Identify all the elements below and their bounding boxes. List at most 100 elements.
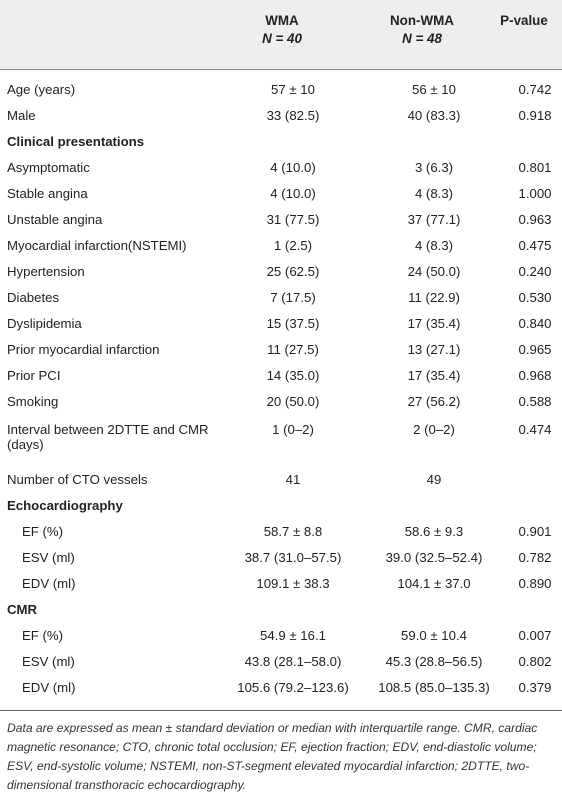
p-value: 0.918 [518, 107, 552, 123]
table-row: EDV (ml) 109.1 ± 38.3 104.1 ± 37.0 0.890 [0, 570, 562, 596]
row-label: Prior myocardial infarction [7, 341, 160, 357]
row-label: EDV (ml) [22, 679, 76, 695]
row-label: Hypertension [7, 263, 85, 279]
table-row: Interval between 2DTTE and CMR 1 (0–2) 2 (… [0, 414, 562, 437]
nonwma-value: 17 (35.4) [407, 367, 461, 383]
col-header-pvalue: P-value [500, 13, 548, 28]
table-row: Prior myocardial infarction 11 (27.5) 13 (… [0, 336, 562, 362]
nonwma-value [362, 437, 502, 466]
nonwma-value: 40 (83.3) [407, 107, 461, 123]
col-header-nonwma-n: N = 48 [402, 31, 442, 46]
table-row: EF (%) 58.7 ± 8.8 58.6 ± 9.3 0.901 [0, 518, 562, 544]
row-label: Unstable angina [7, 211, 103, 227]
nonwma-value: 45.3 (28.8–56.5) [385, 653, 483, 669]
wma-value: 15 (37.5) [266, 315, 320, 331]
nonwma-value: 108.5 (85.0–135.3) [378, 679, 490, 695]
row-label: EF (%) [22, 523, 64, 539]
p-value: 1.000 [518, 185, 552, 201]
table-row: EF (%) 54.9 ± 16.1 59.0 ± 10.4 0.007 [0, 622, 562, 648]
nonwma-value: 2 (0–2) [413, 422, 455, 437]
p-value [502, 596, 562, 622]
wma-value: 14 (35.0) [266, 367, 320, 383]
nonwma-value: 4 (8.3) [414, 237, 454, 253]
wma-value: 38.7 (31.0–57.5) [244, 549, 342, 565]
row-label: ESV (ml) [22, 653, 75, 669]
col-header-wma-title: WMA [265, 13, 299, 28]
wma-value: 58.7 ± 8.8 [263, 523, 323, 539]
row-label: Male [7, 107, 36, 123]
p-value: 0.963 [518, 211, 552, 227]
row-label: CMR [7, 601, 38, 617]
nonwma-value: 17 (35.4) [407, 315, 461, 331]
table-row: (days) [0, 437, 562, 466]
table-row: Prior PCI 14 (35.0) 17 (35.4) 0.968 [0, 362, 562, 388]
p-value: 0.802 [518, 653, 552, 669]
nonwma-value: 4 (8.3) [414, 185, 454, 201]
wma-value: 1 (2.5) [273, 237, 313, 253]
nonwma-value: 13 (27.1) [407, 341, 461, 357]
table-row: Stable angina 4 (10.0) 4 (8.3) 1.000 [0, 180, 562, 206]
nonwma-value: 104.1 ± 37.0 [397, 575, 471, 591]
wma-value: 1 (0–2) [272, 422, 314, 437]
nonwma-value: 11 (22.9) [408, 289, 460, 305]
row-label: Clinical presentations [7, 133, 145, 149]
row-label: Prior PCI [7, 367, 61, 383]
row-label: Stable angina [7, 185, 88, 201]
p-value: 0.801 [518, 159, 552, 175]
row-label: Number of CTO vessels [7, 471, 148, 487]
wma-value: 105.6 (79.2–123.6) [237, 679, 349, 695]
wma-value: 11 (27.5) [267, 341, 319, 357]
p-value: 0.968 [518, 367, 552, 383]
nonwma-value: 3 (6.3) [414, 159, 454, 175]
table-row: Unstable angina 31 (77.5) 37 (77.1) 0.963 [0, 206, 562, 232]
table-row: Number of CTO vessels 41 49 [0, 466, 562, 492]
nonwma-value: 39.0 (32.5–52.4) [385, 549, 483, 565]
p-value: 0.742 [518, 81, 552, 97]
nonwma-value: 49 [426, 471, 442, 487]
nonwma-value: 37 (77.1) [407, 211, 461, 227]
wma-value: 31 (77.5) [266, 211, 320, 227]
p-value [502, 437, 562, 466]
row-label: Age (years) [7, 81, 76, 97]
wma-value [212, 492, 362, 518]
p-value: 0.475 [518, 237, 552, 253]
nonwma-value [362, 492, 502, 518]
table-row: ESV (ml) 43.8 (28.1–58.0) 45.3 (28.8–56.5)… [0, 648, 562, 674]
wma-value: 4 (10.0) [270, 159, 316, 175]
wma-value: 7 (17.5) [270, 289, 316, 305]
row-label: Interval between 2DTTE and CMR [7, 422, 209, 437]
wma-value: 33 (82.5) [266, 107, 320, 123]
data-table: Age (years) 57 ± 10 56 ± 10 0.742 Male 33 (82… [0, 76, 562, 700]
p-value: 0.782 [518, 549, 552, 565]
wma-value: 4 (10.0) [270, 185, 316, 201]
row-label: Smoking [7, 393, 59, 409]
row-label: ESV (ml) [22, 549, 75, 565]
table-row: EDV (ml) 105.6 (79.2–123.6) 108.5 (85.0–13… [0, 674, 562, 700]
p-value: 0.474 [518, 422, 552, 437]
col-header-wma: WMA N = 40 [222, 13, 342, 46]
wma-value [212, 437, 362, 466]
table-bottom-rule [0, 710, 562, 711]
nonwma-value [362, 128, 502, 154]
wma-value: 57 ± 10 [271, 81, 315, 97]
col-header-nonwma: Non-WMA N = 48 [362, 13, 482, 46]
p-value [502, 128, 562, 154]
p-value: 0.890 [518, 575, 552, 591]
section-header-row: Echocardiography [0, 492, 562, 518]
nonwma-value: 58.6 ± 9.3 [404, 523, 464, 539]
nonwma-value: 59.0 ± 10.4 [401, 627, 467, 643]
wma-value: 25 (62.5) [266, 263, 320, 279]
p-value [502, 492, 562, 518]
wma-value: 41 [285, 471, 301, 487]
row-label: (days) [7, 437, 44, 452]
wma-value: 54.9 ± 16.1 [260, 627, 326, 643]
nonwma-value: 56 ± 10 [412, 81, 456, 97]
col-header-nonwma-title: Non-WMA [390, 13, 454, 28]
wma-value: 109.1 ± 38.3 [256, 575, 330, 591]
table-row: Hypertension 25 (62.5) 24 (50.0) 0.240 [0, 258, 562, 284]
p-value: 0.901 [518, 523, 552, 539]
col-header-wma-n: N = 40 [262, 31, 302, 46]
table-row: Myocardial infarction(NSTEMI) 1 (2.5) 4 (8… [0, 232, 562, 258]
p-value: 0.240 [518, 263, 552, 279]
